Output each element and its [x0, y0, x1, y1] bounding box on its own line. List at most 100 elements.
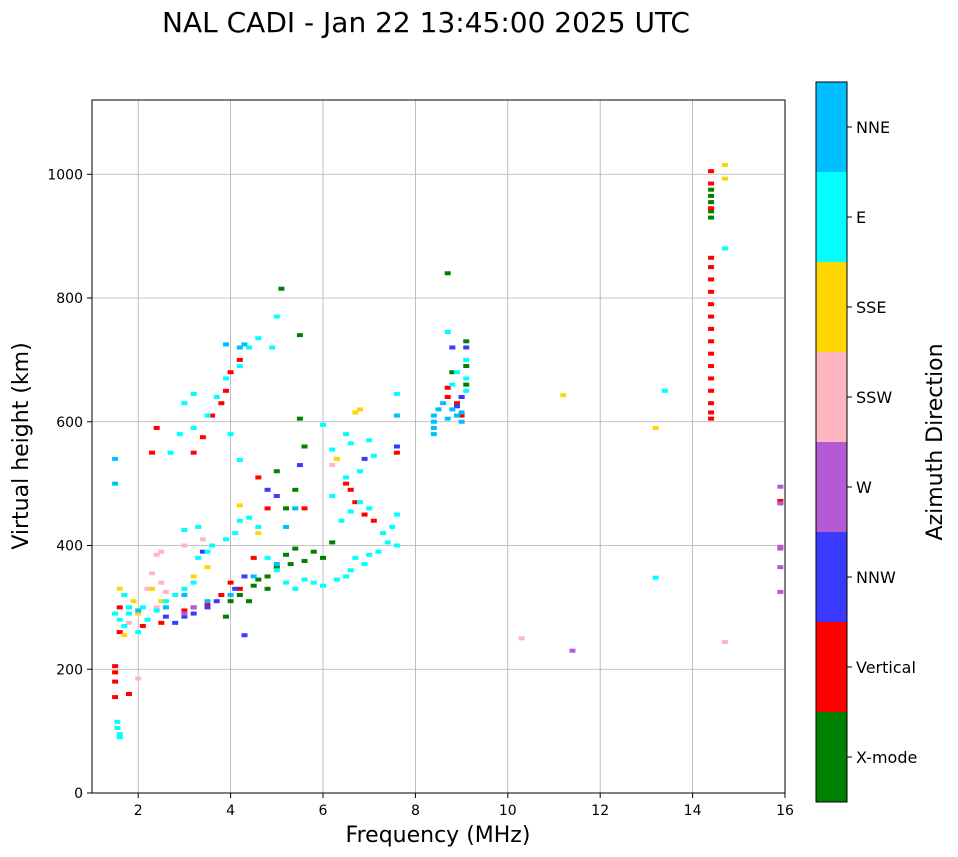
data-point-vertical [250, 555, 257, 560]
data-point-e [273, 568, 280, 573]
colorbar-segment [816, 352, 847, 442]
colorbar-segment [816, 622, 847, 712]
plot-frame [91, 99, 786, 794]
data-point-e [393, 512, 400, 517]
data-point-e [343, 432, 350, 437]
data-point-nne [227, 593, 234, 597]
colorbar-segment [816, 532, 847, 622]
data-point-vertical [204, 602, 211, 607]
data-point-e [444, 330, 451, 335]
data-point-vertical [116, 605, 123, 610]
data-point-ssw [721, 640, 728, 645]
data-point-ssw [125, 620, 132, 625]
data-point-w [777, 565, 784, 570]
y-tick-label: 800 [56, 291, 83, 307]
data-point-e [222, 376, 229, 381]
axis-ticks: 2 4 6 8 10 12 14 16 0 200 400 600 800 1000 [47, 167, 794, 819]
data-point-nnw [241, 574, 248, 579]
data-point-e [181, 586, 188, 591]
y-axis-title: Virtual height (km) [9, 342, 34, 549]
data-point-e [347, 568, 354, 573]
colorbar-segment [816, 172, 847, 262]
data-point-vertical [347, 487, 354, 492]
data-point-vertical [181, 608, 188, 613]
data-point-vertical [708, 206, 715, 211]
data-point-x-mode [708, 209, 715, 214]
colorbar-segment [816, 442, 847, 532]
data-point-nne [449, 407, 456, 412]
data-point-e [190, 580, 197, 585]
data-point-nne [430, 432, 437, 437]
data-point-e [236, 458, 243, 463]
data-point-sse [204, 565, 211, 570]
y-tick-label: 400 [56, 539, 83, 555]
data-point-e [301, 577, 308, 582]
data-point-sse [255, 531, 262, 536]
data-point-vertical [352, 500, 359, 505]
data-point-e [356, 469, 363, 474]
colorbar-title: Azimuth Direction [923, 343, 948, 540]
data-point-e [333, 577, 340, 582]
colorbar-frame [815, 81, 848, 803]
data-point-x-mode [463, 364, 470, 369]
data-point-nne [112, 481, 119, 486]
data-point-vertical [222, 388, 229, 393]
data-point-x-mode [708, 215, 715, 220]
data-point-nne [430, 425, 437, 430]
data-point-x-mode [250, 583, 257, 588]
data-point-ssw [518, 636, 525, 641]
data-point-ssw [158, 580, 165, 585]
data-point-nnw [453, 404, 460, 409]
data-point-e [347, 509, 354, 514]
data-point-ssw [153, 552, 160, 557]
data-point-x-mode [329, 540, 336, 545]
data-point-x-mode [273, 565, 280, 570]
data-point-vertical [190, 450, 197, 455]
data-point-vertical [116, 630, 123, 635]
data-point-nnw [463, 345, 470, 350]
data-point-nne [204, 599, 211, 604]
data-point-ssw [329, 463, 336, 468]
colorbar-segment [816, 712, 847, 802]
data-point-e [393, 543, 400, 548]
data-point-x-mode [278, 286, 285, 291]
data-point-x-mode [708, 200, 715, 205]
data-point-nne [393, 413, 400, 418]
data-point-e [190, 425, 197, 430]
data-point-x-mode [227, 599, 234, 604]
data-point-e [329, 447, 336, 452]
data-point-vertical [708, 169, 715, 174]
data-point-x-mode [708, 193, 715, 198]
data-point-e [320, 583, 326, 588]
data-point-sse [652, 425, 659, 430]
data-point-e [366, 438, 373, 443]
data-point-e [292, 586, 299, 591]
data-point-nnw [361, 456, 368, 461]
data-point-vertical [708, 302, 715, 307]
data-point-vertical [708, 314, 715, 319]
data-point-e [213, 395, 220, 399]
data-point-e [264, 555, 271, 560]
data-point-vertical [264, 506, 271, 511]
data-point-nnw [162, 614, 169, 619]
data-point-vertical [708, 416, 715, 421]
data-point-e [338, 518, 345, 523]
data-point-vertical [708, 326, 715, 331]
data-point-e [356, 500, 363, 505]
data-point-nnw [232, 586, 239, 591]
x-axis-title: Frequency (MHz) [346, 823, 531, 848]
colorbar-label: E [856, 208, 866, 227]
data-point-x-mode [296, 416, 303, 421]
data-point-x-mode [301, 558, 308, 563]
data-point-vertical [458, 413, 465, 418]
data-point-e [366, 506, 373, 511]
data-point-e [389, 524, 396, 529]
data-point-e [232, 531, 239, 536]
data-point-e [125, 611, 132, 616]
data-point-ssw [153, 605, 160, 610]
x-tick-label: 10 [499, 803, 517, 819]
data-point-e [393, 391, 400, 396]
data-point-x-mode [283, 506, 290, 511]
data-points [112, 162, 784, 740]
